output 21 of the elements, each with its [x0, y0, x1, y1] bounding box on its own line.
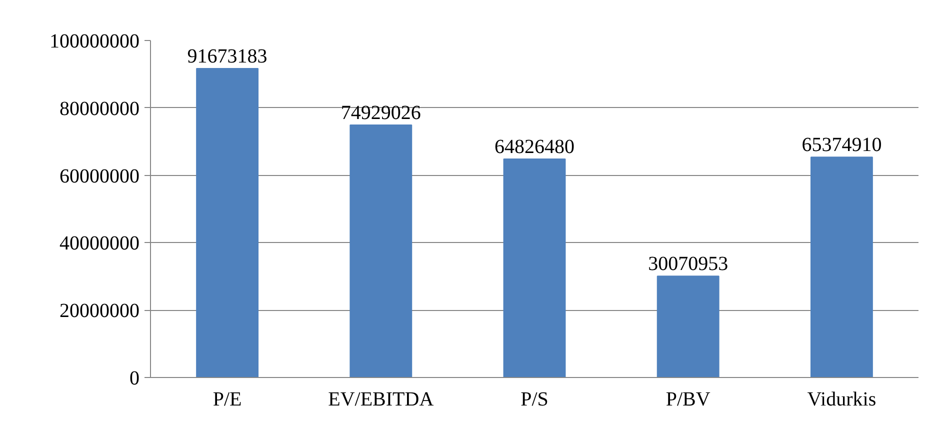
y-tick-label: 100000000	[50, 30, 140, 52]
bar	[656, 276, 720, 378]
y-tick-label: 80000000	[60, 98, 140, 120]
y-tick-label: 40000000	[60, 232, 140, 255]
data-label: 91673183	[187, 46, 268, 68]
data-label: 64826480	[494, 136, 574, 158]
bar	[196, 68, 259, 378]
bar	[503, 158, 566, 378]
data-label: 30070953	[648, 253, 728, 276]
y-tick-label: 20000000	[60, 300, 140, 322]
x-tick-label: EV/EBITDA	[328, 388, 434, 410]
y-tick-label: 60000000	[60, 165, 140, 188]
x-tick-label: P/BV	[666, 388, 711, 410]
bar	[810, 156, 873, 378]
x-tick-label: P/E	[212, 388, 242, 410]
y-tick-label: 0	[130, 368, 140, 390]
data-label: 65374910	[802, 134, 882, 156]
x-tick-label: Vidurkis	[807, 388, 876, 410]
data-label: 74929026	[340, 102, 421, 124]
bar	[350, 124, 412, 378]
x-tick-label: P/S	[520, 388, 548, 410]
